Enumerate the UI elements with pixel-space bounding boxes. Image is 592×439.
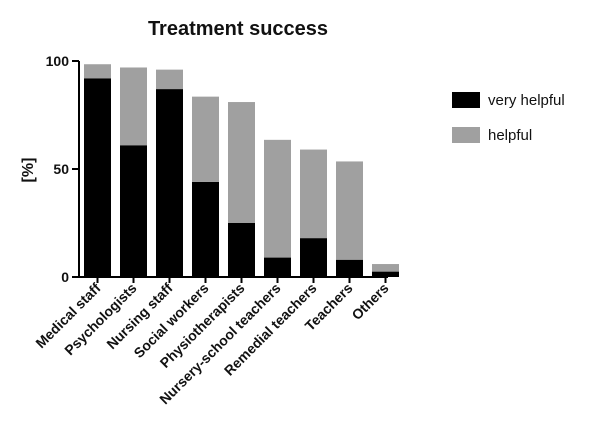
y-tick-label: 50 (53, 161, 69, 177)
legend-swatch-helpful (452, 127, 480, 143)
bar-very-helpful-2 (156, 89, 183, 277)
bar-very-helpful-6 (300, 238, 327, 277)
bar-helpful-8 (372, 264, 399, 272)
bar-very-helpful-8 (372, 271, 399, 277)
chart-title: Treatment success (148, 18, 328, 40)
bar-very-helpful-7 (336, 259, 363, 277)
bar-very-helpful-3 (192, 181, 219, 277)
bar-helpful-6 (300, 149, 327, 239)
bar-very-helpful-4 (228, 223, 255, 277)
legend: very helpful helpful (452, 92, 565, 144)
y-axis-label: [%] (20, 158, 37, 183)
bar-helpful-5 (264, 139, 291, 258)
x-category-label: Others (348, 280, 391, 323)
legend-label-helpful: helpful (488, 127, 532, 144)
y-tick-label: 0 (61, 269, 69, 285)
y-tick-label: 100 (46, 53, 70, 69)
bar-very-helpful-1 (120, 145, 147, 277)
bar-helpful-3 (192, 96, 219, 182)
bar-helpful-4 (228, 102, 255, 223)
bar-very-helpful-0 (84, 78, 111, 277)
bar-helpful-2 (156, 69, 183, 90)
bar-helpful-0 (84, 64, 111, 79)
bar-very-helpful-5 (264, 257, 291, 277)
legend-label-very-helpful: very helpful (488, 92, 565, 109)
bar-helpful-7 (336, 161, 363, 260)
bar-helpful-1 (120, 67, 147, 146)
legend-swatch-very-helpful (452, 92, 480, 108)
